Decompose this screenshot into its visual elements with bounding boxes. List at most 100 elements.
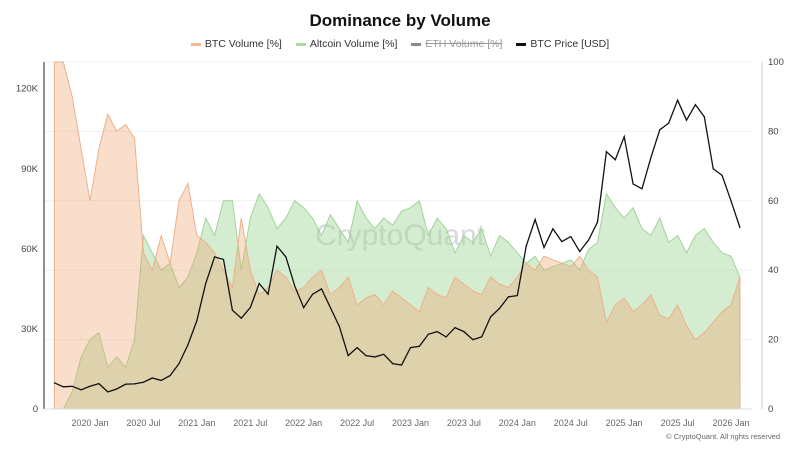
btc-price-point: [392, 363, 394, 365]
x-tick-label: 2024 Jan: [499, 418, 536, 428]
x-tick-label: 2025 Jan: [606, 418, 643, 428]
legend-swatch: [190, 42, 201, 46]
left-tick-label: 60K: [21, 244, 39, 255]
btc-price-point: [374, 356, 376, 358]
btc-price-point: [53, 382, 55, 384]
btc-price-point: [320, 288, 323, 290]
legend-label: BTC Volume [%]: [204, 38, 282, 50]
btc-price-point: [365, 355, 367, 357]
x-tick-label: 2025 Jul: [661, 418, 695, 428]
legend-altcoin-volume[interactable]: Altcoin Volume [%]: [295, 38, 398, 50]
btc-price-point: [240, 317, 242, 319]
btc-price-point: [142, 381, 145, 383]
left-tick-label: 30K: [21, 324, 39, 335]
btc-price-point: [169, 375, 171, 377]
btc-price-point: [694, 104, 696, 106]
btc-price-point: [196, 320, 198, 322]
btc-price-point: [356, 347, 358, 349]
btc-price-point: [267, 293, 269, 295]
legend-label: BTC Price [USD]: [530, 38, 610, 50]
btc-price-point: [62, 386, 64, 388]
x-tick-label: 2026 Jan: [712, 418, 749, 428]
left-tick-label: 90K: [21, 164, 39, 175]
btc-price-point: [623, 136, 625, 138]
btc-price-point: [570, 235, 572, 238]
btc-price-point: [222, 258, 225, 261]
btc-price-point: [632, 183, 634, 185]
legend-swatch: [411, 42, 422, 46]
chart-title: Dominance by Volume: [309, 11, 491, 30]
x-tick-label: 2022 Jan: [285, 418, 322, 428]
btc-price-point: [436, 330, 438, 333]
btc-price-point: [409, 347, 412, 349]
btc-price-point: [133, 383, 136, 385]
btc-price-point: [668, 122, 670, 124]
legend: BTC Volume [%] Altcoin Volume [%] ETH Vo…: [0, 38, 800, 50]
btc-price-point: [231, 309, 234, 311]
legend-swatch: [516, 42, 527, 46]
btc-price-point: [543, 246, 545, 249]
btc-price-point: [490, 316, 492, 318]
x-tick-label: 2020 Jan: [71, 418, 108, 428]
btc-price-point: [214, 256, 216, 258]
btc-price-point: [498, 307, 501, 309]
btc-price-point: [116, 388, 118, 390]
btc-price-point: [721, 174, 723, 177]
btc-price-point: [107, 391, 109, 393]
btc-price-point: [329, 306, 331, 309]
legend-eth-volume[interactable]: ETH Volume [%]: [411, 38, 502, 50]
btc-price-point: [730, 200, 732, 202]
btc-price-point: [454, 326, 456, 329]
btc-price-point: [534, 218, 536, 221]
legend-btc-price[interactable]: BTC Price [USD]: [516, 38, 609, 50]
btc-price-point: [685, 119, 688, 121]
credit-text: © CryptoQuant. All rights reserved: [666, 432, 780, 441]
btc-price-point: [383, 353, 385, 355]
btc-volume-area: [53, 61, 741, 410]
btc-price-line: [54, 98, 741, 393]
btc-price-point: [187, 344, 189, 346]
x-tick-label: 2021 Jul: [233, 418, 267, 428]
btc-price-point: [303, 306, 305, 309]
legend-label: ETH Volume [%]: [425, 38, 503, 50]
btc-price-point: [89, 385, 91, 387]
btc-price-point: [276, 245, 278, 247]
btc-price-point: [400, 364, 403, 366]
btc-price-point: [71, 385, 73, 387]
btc-price-point: [160, 379, 162, 382]
btc-price-point: [516, 294, 518, 297]
btc-price-point: [659, 129, 661, 131]
btc-price-point: [249, 306, 251, 309]
btc-price-point: [739, 226, 741, 229]
btc-price-point: [472, 339, 474, 341]
btc-price-point: [641, 188, 643, 190]
btc-price-point: [463, 330, 465, 333]
btc-price-point: [596, 221, 599, 223]
x-tick-label: 2024 Jul: [554, 418, 588, 428]
btc-price-point: [338, 325, 340, 327]
btc-price-point: [418, 345, 421, 347]
x-tick-label: 2023 Jan: [392, 418, 429, 428]
right-tick-label: 0: [768, 404, 773, 415]
btc-price-point: [205, 282, 207, 285]
left-tick-label: 120K: [16, 84, 39, 95]
btc-price-point: [311, 293, 314, 295]
btc-price-point: [178, 363, 180, 365]
btc-price-point: [294, 285, 296, 287]
btc-price-point: [258, 282, 260, 285]
btc-price-point: [80, 389, 82, 391]
btc-price-point: [285, 256, 287, 258]
btc-price-point: [712, 168, 714, 170]
right-tick-label: 20: [768, 335, 779, 346]
btc-price-point: [561, 241, 563, 243]
x-tick-label: 2020 Jul: [126, 418, 160, 428]
btc-price-point: [614, 159, 616, 161]
btc-price-point: [98, 383, 100, 385]
btc-price-point: [676, 99, 679, 101]
altcoin-volume-area: [54, 192, 741, 410]
legend-label: Altcoin Volume [%]: [309, 38, 398, 50]
x-tick-label: 2021 Jan: [178, 418, 215, 428]
legend-btc-volume[interactable]: BTC Volume [%]: [190, 38, 282, 50]
x-tick-label: 2022 Jul: [340, 418, 374, 428]
